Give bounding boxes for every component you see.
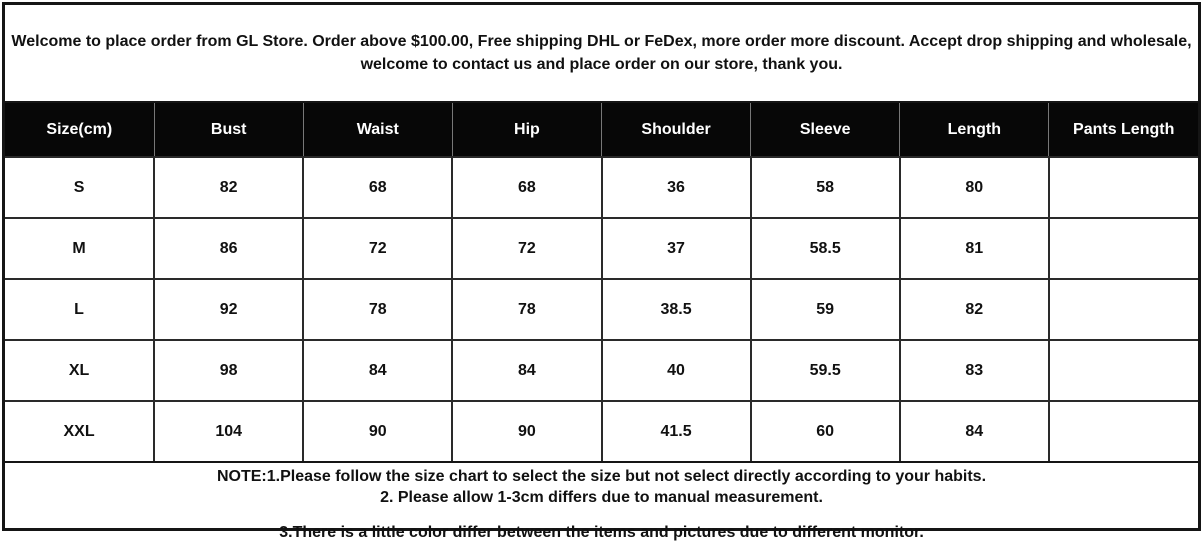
table-row-l: L 92 78 78 38.5 59 82 xyxy=(5,278,1198,341)
length-value: 84 xyxy=(898,400,1050,463)
note-line-1: NOTE:1.Please follow the size chart to s… xyxy=(216,468,987,485)
column-header-waist: Waist xyxy=(302,103,453,157)
hip-value: 72 xyxy=(451,217,603,280)
bust-value: 86 xyxy=(153,217,305,280)
table-row-xxl: XXL 104 90 90 41.5 60 84 xyxy=(5,400,1198,463)
waist-value: 90 xyxy=(302,400,454,463)
size-chart-body: S 82 68 68 36 58 80 M 86 72 72 37 58.5 8… xyxy=(5,156,1198,463)
shoulder-value: 37 xyxy=(600,217,752,280)
bust-value: 98 xyxy=(153,339,305,402)
column-header-length: Length xyxy=(899,103,1049,157)
size-label: XL xyxy=(5,339,156,402)
sleeve-value: 59.5 xyxy=(749,339,901,402)
shoulder-value: 41.5 xyxy=(600,400,752,463)
size-label: XXL xyxy=(5,400,156,463)
waist-value: 68 xyxy=(302,156,454,219)
pants-length-value xyxy=(1047,278,1198,341)
bust-value: 92 xyxy=(153,278,305,341)
waist-value: 78 xyxy=(302,278,454,341)
note-line-2: 2. Please allow 1-3cm differs due to man… xyxy=(380,489,823,506)
waist-value: 84 xyxy=(302,339,454,402)
length-value: 80 xyxy=(898,156,1050,219)
pants-length-value xyxy=(1047,217,1198,280)
hip-value: 78 xyxy=(451,278,603,341)
column-header-sleeve: Sleeve xyxy=(750,103,900,157)
note-line-3: 3.There is a little color differ between… xyxy=(279,524,924,541)
sleeve-value: 59 xyxy=(749,278,901,341)
sleeve-value: 58.5 xyxy=(749,217,901,280)
sleeve-value: 60 xyxy=(749,400,901,463)
hip-value: 68 xyxy=(451,156,603,219)
column-header-pants-length: Pants Length xyxy=(1048,103,1198,157)
pants-length-value xyxy=(1047,400,1198,463)
store-welcome-notice: Welcome to place order from GL Store. Or… xyxy=(5,5,1198,103)
store-welcome-text: Welcome to place order from GL Store. Or… xyxy=(11,33,1192,73)
column-header-hip: Hip xyxy=(451,103,602,157)
size-label: L xyxy=(5,278,156,341)
bust-value: 82 xyxy=(153,156,305,219)
header-row: Size(cm) Bust Waist Hip Shoulder Sleeve … xyxy=(5,103,1198,157)
pants-length-value xyxy=(1047,156,1198,219)
size-label: S xyxy=(5,156,156,219)
column-header-shoulder: Shoulder xyxy=(600,103,751,157)
waist-value: 72 xyxy=(302,217,454,280)
sleeve-value: 58 xyxy=(749,156,901,219)
length-value: 83 xyxy=(898,339,1050,402)
pants-length-value xyxy=(1047,339,1198,402)
shoulder-value: 38.5 xyxy=(600,278,752,341)
bust-value: 104 xyxy=(153,400,305,463)
table-row-s: S 82 68 68 36 58 80 xyxy=(5,156,1198,219)
table-row-xl: XL 98 84 84 40 59.5 83 xyxy=(5,339,1198,402)
measurement-notes: NOTE:1.Please follow the size chart to s… xyxy=(5,463,1198,543)
length-value: 82 xyxy=(898,278,1050,341)
size-chart-table: Size(cm) Bust Waist Hip Shoulder Sleeve … xyxy=(5,103,1198,463)
shoulder-value: 40 xyxy=(600,339,752,402)
size-chart-header: Size(cm) Bust Waist Hip Shoulder Sleeve … xyxy=(5,103,1198,157)
size-label: M xyxy=(5,217,156,280)
hip-value: 84 xyxy=(451,339,603,402)
table-row-m: M 86 72 72 37 58.5 81 xyxy=(5,217,1198,280)
shoulder-value: 36 xyxy=(600,156,752,219)
column-header-bust: Bust xyxy=(153,103,304,157)
length-value: 81 xyxy=(898,217,1050,280)
hip-value: 90 xyxy=(451,400,603,463)
column-header-size: Size(cm) xyxy=(5,103,155,157)
